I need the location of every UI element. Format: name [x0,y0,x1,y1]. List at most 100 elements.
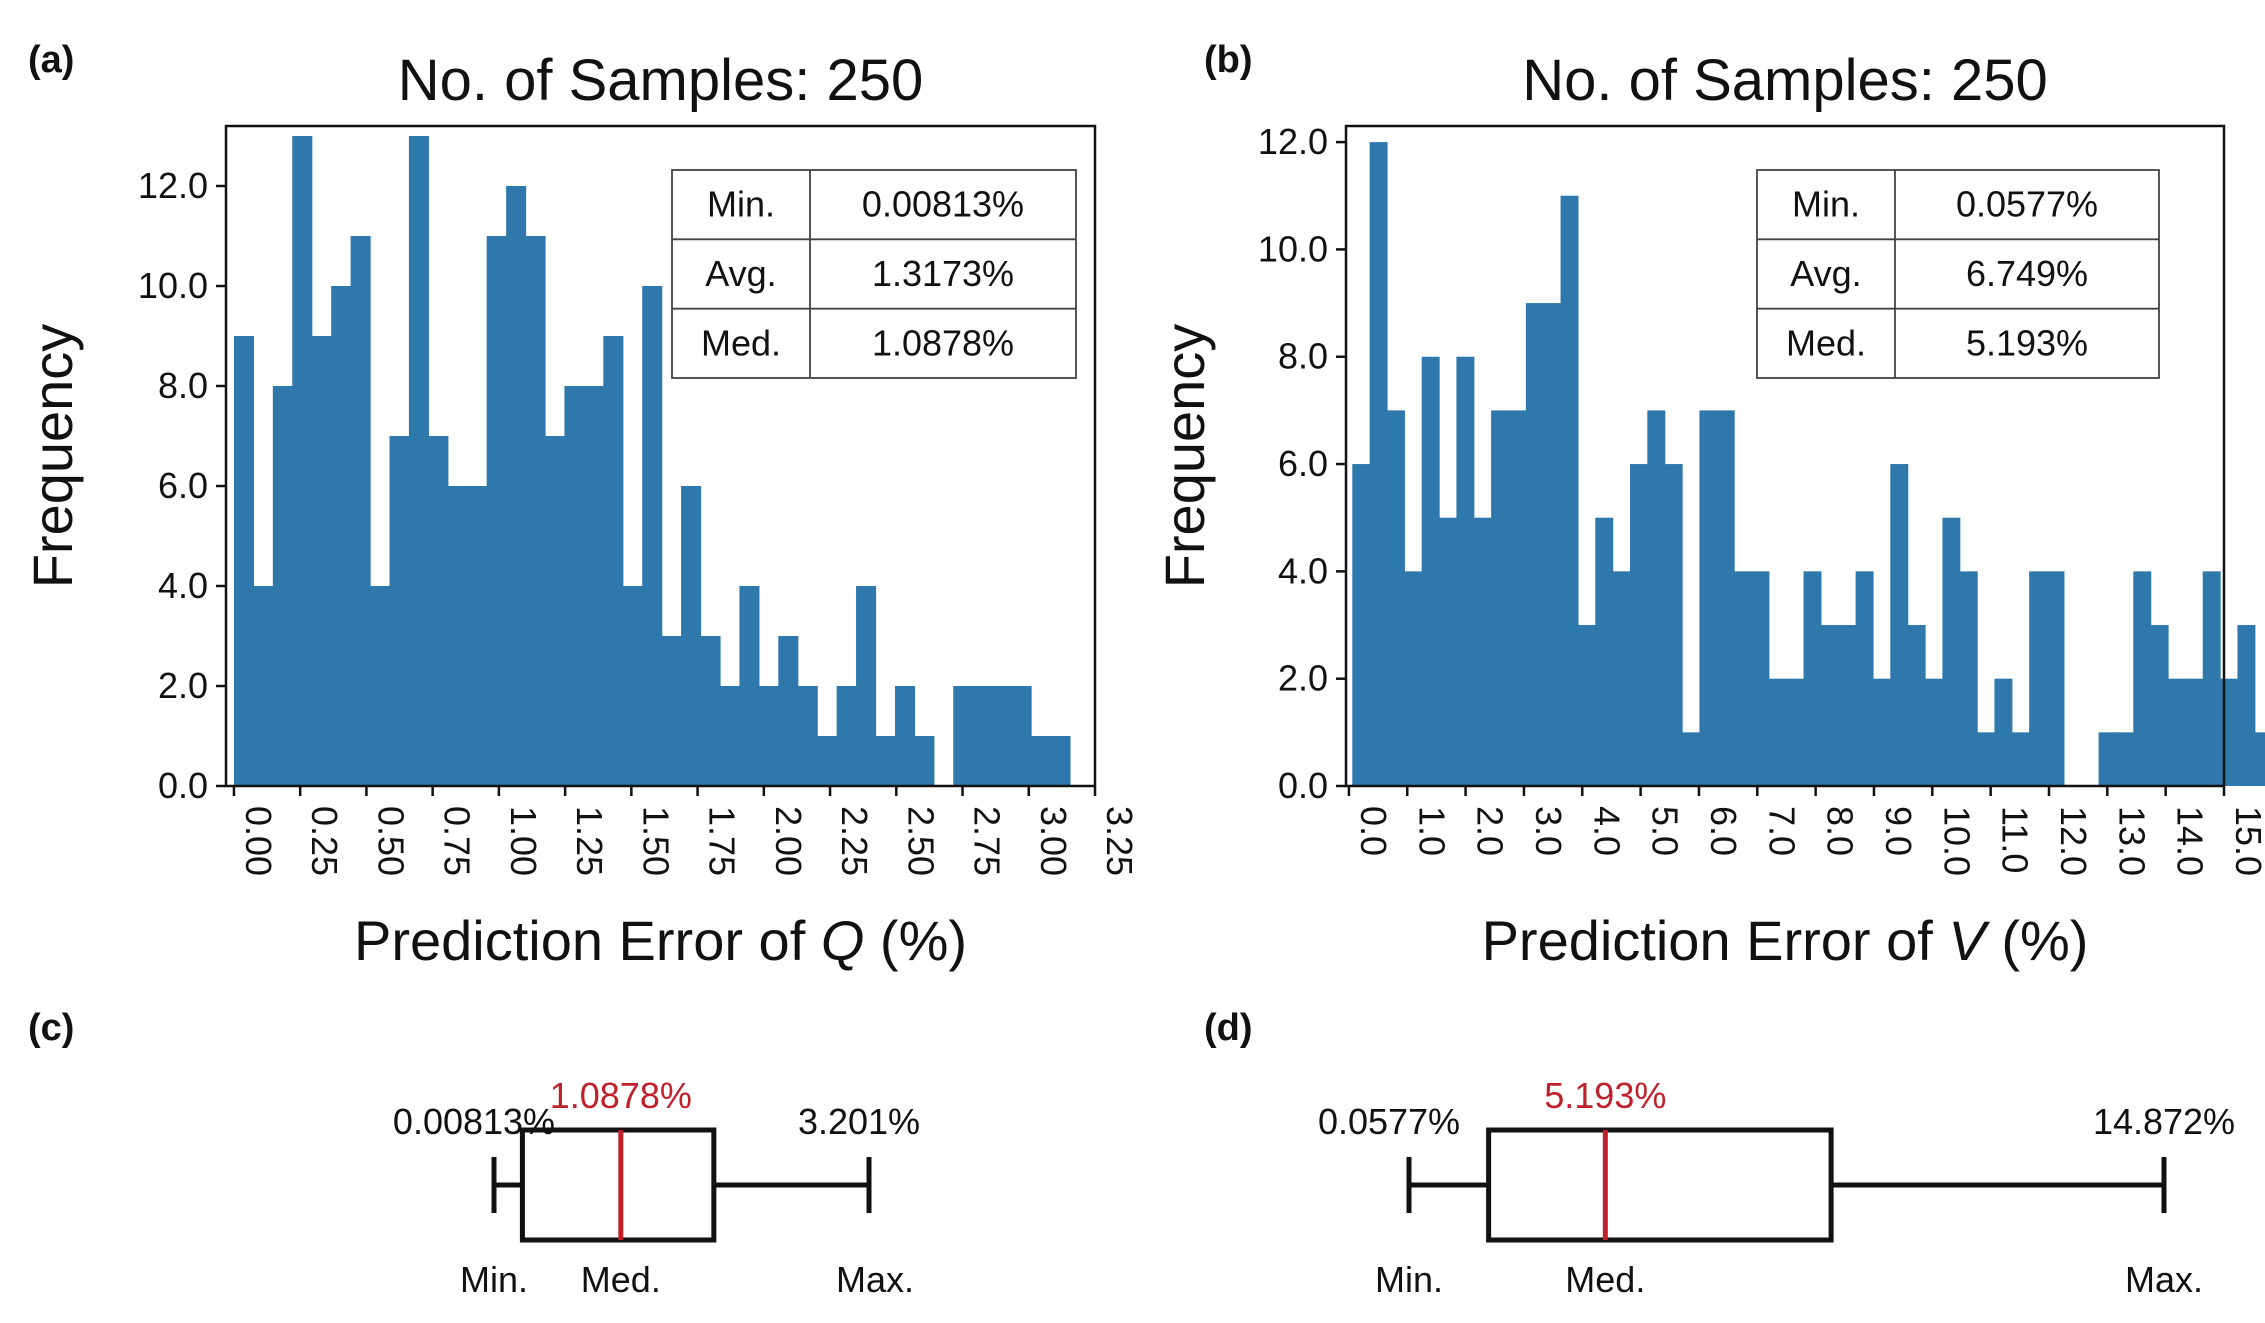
box-iqr [1486,1127,1834,1243]
stats-label: Min. [1792,184,1860,225]
histogram-bar [583,386,604,786]
box-median-value: 5.193% [1544,1075,1666,1116]
chart-title: No. of Samples: 250 [398,48,924,113]
box-max-caption: Max. [2125,1259,2203,1300]
box-max-caption: Max. [836,1259,914,1300]
box-max-value: 14.872% [2093,1101,2235,1142]
histogram-bar [233,336,254,786]
histogram-bar [1629,464,1648,786]
y-tick-label: 10.0 [1258,228,1328,269]
histogram-bar [1664,464,1683,786]
stats-value: 1.0878% [872,322,1014,363]
box-median-value: 1.0878% [550,1075,692,1116]
plot-frame [224,124,1097,788]
histogram-bar [1820,625,1839,786]
x-tick-label: 1.25 [569,806,610,876]
histogram-bar [2133,571,2152,786]
histogram-bar [739,586,760,786]
x-tick-label: 2.0 [1470,806,1511,856]
histogram-bar [875,736,896,786]
panel-label: (c) [28,1007,74,1049]
histogram-bar [272,386,293,786]
x-tick-label: 5.0 [1645,806,1686,856]
stats-label: Med. [1786,322,1866,363]
histogram-bar [428,436,449,786]
x-tick-label: 0.25 [304,806,345,876]
x-tick-label: 2.25 [834,806,875,876]
histogram-bar [564,386,585,786]
box-median-caption: Med. [581,1259,661,1300]
stats-value: 0.00813% [862,184,1024,225]
histogram-bar [1404,571,1423,786]
stats-table [1756,169,2160,379]
x-tick-label: 1.0 [1411,806,1452,856]
histogram-bar [1491,410,1510,786]
stats-label: Min. [707,184,775,225]
x-axis-label-prefix: Prediction Error of [1482,909,1949,972]
histogram-bar [1456,356,1475,786]
histogram-bar [856,586,877,786]
histogram-bar [2011,732,2030,786]
x-tick-label: 13.0 [2111,806,2152,876]
histogram-bar [2029,571,2048,786]
histogram-bar [1942,517,1961,786]
histogram-bar [1734,571,1753,786]
x-tick-label: 3.00 [1033,806,1074,876]
histogram-bar [758,686,779,786]
histogram-bar [642,286,663,786]
histogram-bar [1031,736,1052,786]
histogram-bar [311,336,332,786]
histogram-bar [253,586,274,786]
histogram-bar [1786,678,1805,786]
y-tick-label: 0.0 [158,765,208,806]
histogram-bar [1560,195,1579,786]
histogram-bar [1543,303,1562,786]
histogram-bar [545,436,566,786]
histogram-bar [992,686,1013,786]
y-tick-label: 8.0 [158,365,208,406]
histogram-bar [2185,678,2204,786]
box-max-value: 3.201% [798,1101,920,1142]
stats-label: Avg. [705,253,776,294]
x-tick-label: 0.50 [370,806,411,876]
histogram-bar [1872,678,1891,786]
histogram-bar [1050,736,1071,786]
histogram-bar [1699,410,1718,786]
histogram-bar [836,686,857,786]
histogram-bar [1369,142,1388,787]
x-tick-label: 4.0 [1586,806,1627,856]
histogram-bar [622,586,643,786]
x-tick-label: 1.50 [635,806,676,876]
histogram-bar [2237,625,2256,786]
stats-value: 0.0577% [1956,184,2098,225]
histogram-bar [486,236,507,786]
histogram-bar [1577,625,1596,786]
histogram-bar [1994,678,2013,786]
histogram-bar [2046,571,2065,786]
histogram-bar [1386,410,1405,786]
histogram-bar [1421,356,1440,786]
histogram-bar [1011,686,1032,786]
histogram-bar [1473,517,1492,786]
x-tick-label: 7.0 [1761,806,1802,856]
histogram-bar [2098,732,2117,786]
histogram-bar [2202,571,2221,786]
x-tick-label: 15.0 [2228,806,2265,876]
y-tick-label: 12.0 [1258,121,1328,162]
histogram-bar [1612,571,1631,786]
histogram-bar [603,336,624,786]
stats-table [671,169,1077,379]
histogram-bar [1682,732,1700,786]
x-axis-label-variable: Q [821,909,865,972]
y-axis-label: Frequency [21,324,84,589]
histogram-bar [953,686,974,786]
histogram-bar [331,286,352,786]
histogram-bar [370,586,391,786]
chart-title: No. of Samples: 250 [1522,48,2048,113]
histogram-bar [1768,678,1787,786]
stats-value: 1.3173% [872,253,1014,294]
histogram-bar [1855,571,1874,786]
stats-label: Avg. [1790,253,1861,294]
x-tick-label: 2.00 [768,806,809,876]
